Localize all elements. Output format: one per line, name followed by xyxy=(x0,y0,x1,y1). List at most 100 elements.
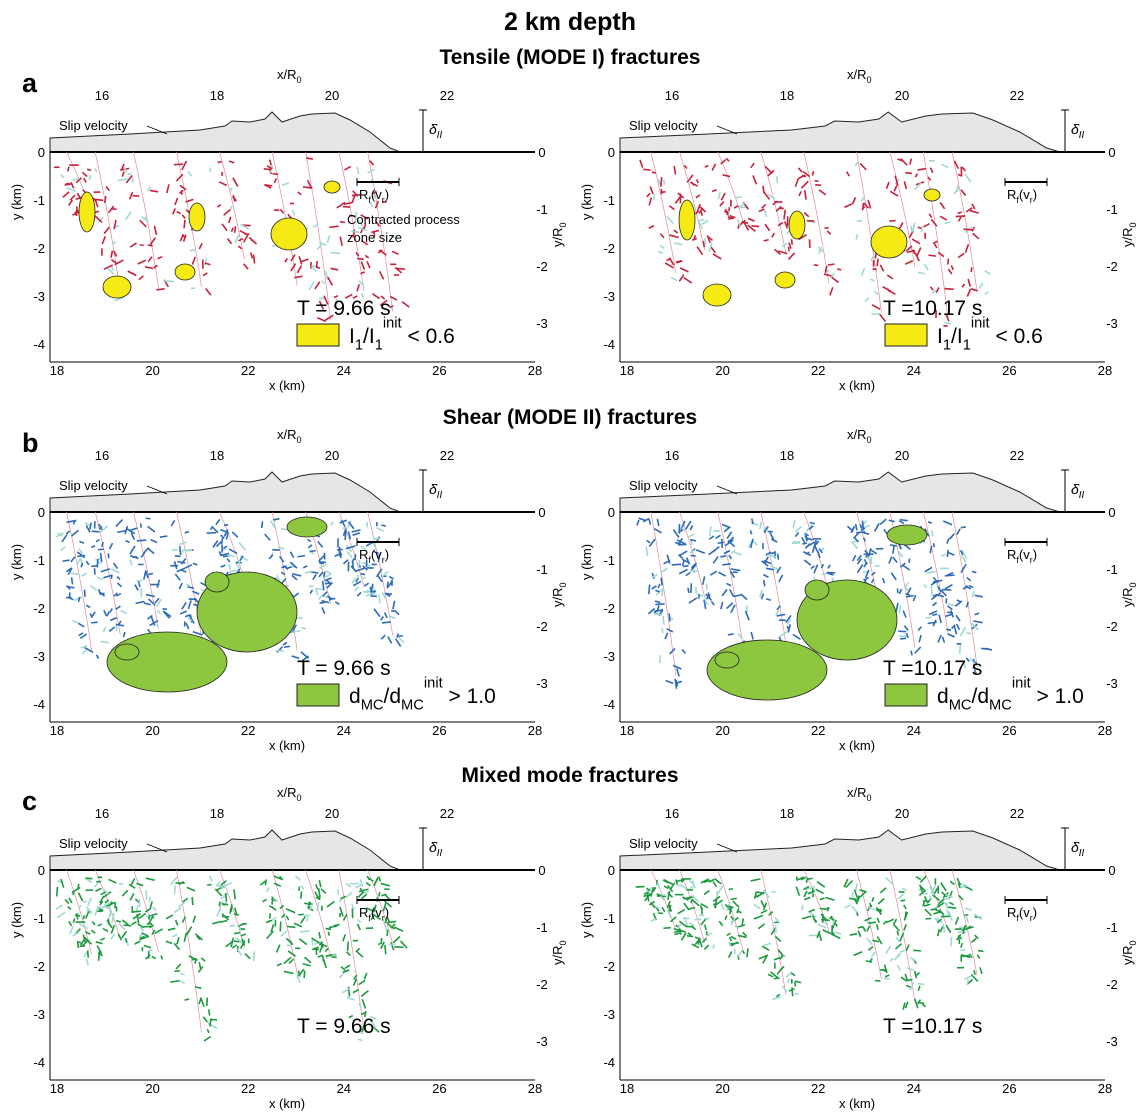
fracture xyxy=(182,234,187,242)
fracture xyxy=(291,655,300,660)
fracture xyxy=(800,876,807,881)
fracture xyxy=(646,887,651,892)
fracture xyxy=(926,570,936,575)
fracture xyxy=(956,877,962,886)
y-tick-label: -4 xyxy=(33,697,45,712)
fracture xyxy=(220,534,225,539)
fracture xyxy=(871,304,881,310)
fracture xyxy=(55,904,63,910)
fracture xyxy=(71,529,80,537)
fracture xyxy=(117,529,127,534)
fracture xyxy=(679,550,688,557)
trace xyxy=(66,511,92,651)
fracture xyxy=(388,615,396,620)
fracture xyxy=(822,929,832,935)
fracture xyxy=(904,973,909,982)
fracture xyxy=(639,159,644,168)
x2-tick-label: 20 xyxy=(895,88,909,103)
fracture xyxy=(84,930,91,935)
fracture xyxy=(794,525,803,533)
fracture xyxy=(108,626,116,632)
fracture xyxy=(700,211,703,216)
fracture xyxy=(280,913,286,919)
fracture xyxy=(715,534,721,540)
fracture xyxy=(333,305,340,311)
fracture xyxy=(825,896,835,901)
fracture xyxy=(785,971,793,978)
fracture xyxy=(723,526,731,533)
fracture xyxy=(82,900,88,903)
delta-label: δ̇II xyxy=(1071,839,1085,859)
fracture xyxy=(886,918,894,924)
fracture xyxy=(740,593,748,601)
fracture xyxy=(809,521,815,525)
fracture xyxy=(75,913,79,920)
fracture xyxy=(920,225,924,233)
fracture xyxy=(290,254,296,262)
fracture xyxy=(777,949,784,957)
fracture xyxy=(239,229,249,236)
fracture xyxy=(394,638,402,647)
fracture xyxy=(712,555,719,564)
fracture xyxy=(351,193,361,197)
fracture xyxy=(382,921,388,932)
fracture xyxy=(978,282,984,289)
fracture xyxy=(197,966,204,973)
fracture xyxy=(240,933,247,937)
fracture xyxy=(870,578,875,584)
fracture xyxy=(103,902,111,907)
fracture xyxy=(792,633,801,640)
fractures xyxy=(639,151,991,327)
fracture xyxy=(291,624,298,632)
fracture xyxy=(960,526,966,529)
zone xyxy=(678,199,696,241)
fracture xyxy=(355,950,364,958)
fracture xyxy=(856,558,863,565)
x-tick-label: 22 xyxy=(241,363,255,378)
fracture xyxy=(146,574,149,579)
fracture xyxy=(181,602,187,610)
fracture xyxy=(815,888,824,895)
annotation: Contracted process xyxy=(347,212,460,227)
y-tick-label: -1 xyxy=(603,911,615,926)
fracture xyxy=(68,897,73,904)
fracture xyxy=(122,631,126,638)
fracture xyxy=(654,600,661,604)
text-part: y/R xyxy=(550,588,565,608)
fracture xyxy=(684,520,692,530)
fracture xyxy=(387,923,396,930)
fracture xyxy=(272,172,279,176)
fracture xyxy=(922,901,926,907)
fracture xyxy=(181,916,187,923)
trace xyxy=(338,511,365,587)
zone xyxy=(114,643,140,661)
fracture xyxy=(865,552,869,558)
fracture xyxy=(870,571,876,576)
trace xyxy=(923,511,949,635)
fracture xyxy=(765,567,775,571)
fracture xyxy=(127,270,137,277)
fracture xyxy=(787,252,796,260)
fracture xyxy=(386,916,391,923)
fracture xyxy=(729,570,736,579)
text-part: 0 xyxy=(867,435,872,445)
fracture xyxy=(672,529,680,538)
fracture xyxy=(113,592,118,597)
x2-tick-label: 18 xyxy=(780,448,794,463)
fracture xyxy=(179,184,187,191)
fracture xyxy=(764,556,770,564)
fracture xyxy=(121,930,128,939)
fracture xyxy=(762,902,768,911)
fracture xyxy=(352,229,356,238)
fracture xyxy=(726,213,736,219)
fracture xyxy=(239,555,244,562)
fracture xyxy=(343,201,352,206)
fracture xyxy=(804,535,809,542)
fracture xyxy=(945,313,950,322)
fracture xyxy=(937,929,941,937)
text-part: r xyxy=(1030,555,1033,565)
text-part: r xyxy=(382,913,385,923)
fracture xyxy=(692,569,699,574)
x-tick-label: 20 xyxy=(715,363,729,378)
fracture xyxy=(147,525,156,533)
